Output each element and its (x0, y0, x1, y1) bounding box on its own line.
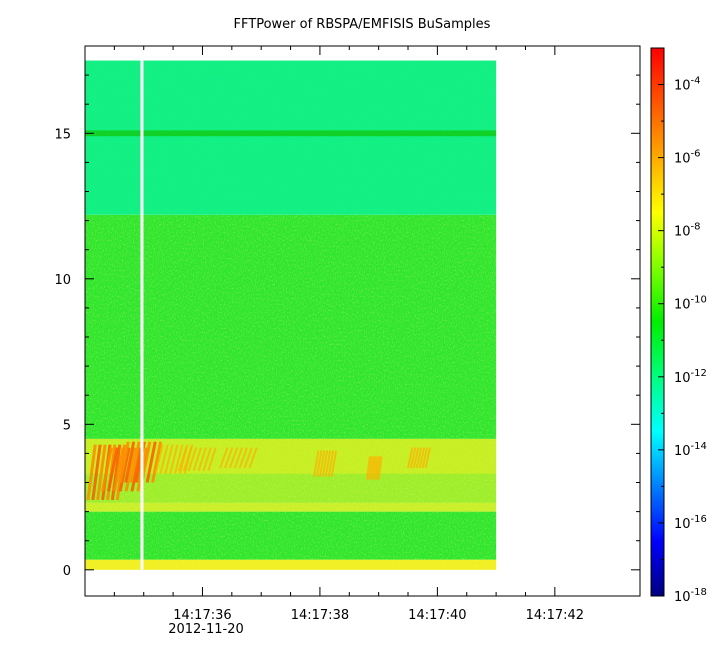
chorus-element (373, 456, 379, 480)
chorus-element (330, 450, 338, 477)
chorus-element (101, 447, 113, 492)
chorus-element (207, 447, 217, 472)
chorus-element (129, 441, 141, 483)
chorus-element (243, 447, 253, 469)
colorbar: 10-18 10-16 10-14 10-12 10-10 10-8 10-6 10-4 (650, 47, 707, 605)
colorbar-tick-label: 10-6 (674, 149, 701, 167)
chorus-element (145, 441, 157, 483)
chorus-element (151, 441, 163, 483)
chorus-element (324, 450, 332, 477)
chorus-element (130, 447, 143, 492)
colorbar-tick-label: 10-12 (674, 368, 707, 386)
chorus-element (421, 447, 429, 469)
data-gap (140, 60, 144, 570)
chorus-element (169, 444, 179, 475)
plot-area (85, 60, 497, 570)
colorbar-tick-label: 10-16 (674, 514, 707, 532)
chorus-element (321, 450, 329, 477)
colorbar-tick-label: 10-8 (674, 222, 701, 240)
noise-texture-upper (85, 60, 497, 215)
chorus-element (371, 456, 377, 480)
chorus-element (412, 447, 420, 469)
colorbar-tick-label: 10-18 (674, 587, 707, 605)
x-axis-date-label: 2012-11-20 (168, 622, 244, 637)
chorus-element (118, 441, 130, 483)
chorus-element (219, 447, 229, 469)
chorus-element (224, 447, 234, 469)
chorus-element (192, 447, 202, 472)
chorus-element (124, 447, 137, 492)
chorus-element (96, 444, 107, 501)
chorus-element (327, 450, 335, 477)
chorus-element (418, 447, 426, 469)
axes: 0 5 10 15 14:17:36 14:17:38 14:17:40 14:17:42 (54, 45, 640, 623)
colorbar-scale (650, 47, 665, 597)
y-tick-label: 10 (54, 273, 71, 288)
chorus-element (197, 447, 207, 472)
chorus-element (313, 450, 320, 477)
chorus-element (375, 456, 381, 480)
chorus-element (369, 456, 375, 480)
chorus-element (377, 456, 383, 480)
chorus-element (174, 444, 184, 475)
chorus-element (187, 447, 198, 472)
y-tick-label: 5 (63, 418, 71, 433)
chorus-element (164, 444, 174, 475)
colorbar-tick-label: 10-14 (674, 441, 707, 459)
chorus-element (118, 447, 131, 492)
x-tick-label: 14:17:36 (173, 608, 231, 623)
colorbar-tick-label: 10-4 (674, 76, 701, 94)
chorus-element (424, 447, 432, 469)
x-tick-label: 14:17:38 (291, 608, 349, 623)
chorus-element (182, 447, 193, 472)
chorus-element (315, 450, 323, 477)
y-tick-label: 0 (63, 564, 71, 579)
chorus-element (178, 447, 188, 472)
chorus-element (248, 447, 258, 469)
y-tick-label: 15 (54, 127, 71, 142)
chorus-element (367, 456, 373, 480)
chorus-element (407, 447, 414, 469)
x-tick-label: 14:17:42 (526, 608, 584, 623)
chorus-element (107, 447, 119, 492)
noise-texture-lower (85, 214, 497, 570)
colorbar-tick-label: 10-10 (674, 295, 707, 313)
chorus-element (415, 447, 423, 469)
x-tick-label: 14:17:40 (408, 608, 466, 623)
chorus-element (112, 447, 125, 492)
chorus-element (233, 447, 244, 469)
chorus-element (318, 450, 326, 477)
chorus-element (228, 447, 239, 469)
chorus-element (86, 444, 97, 501)
chorus-element (124, 441, 136, 483)
chart-title: FFTPower of RBSPA/EMFISIS BuSamples (233, 17, 491, 32)
chorus-element (409, 447, 417, 469)
chorus-element (365, 456, 371, 480)
chorus-element (91, 444, 102, 501)
chorus-element (159, 444, 169, 475)
chorus-element (154, 444, 164, 475)
chorus-element (238, 447, 248, 469)
chorus-element (202, 447, 212, 472)
plot-frame (84, 45, 641, 597)
